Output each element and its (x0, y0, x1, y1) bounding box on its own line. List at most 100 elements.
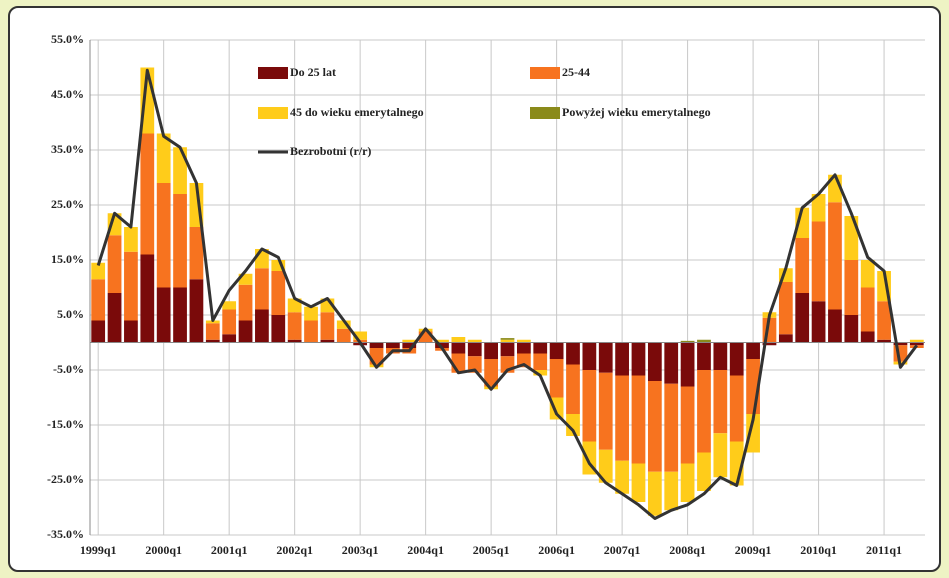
bar (664, 471, 679, 511)
bar (91, 279, 106, 321)
bar (680, 342, 695, 387)
bar (91, 320, 106, 343)
bar (124, 320, 138, 343)
bar (418, 331, 433, 343)
bar (697, 452, 711, 491)
bar (287, 339, 302, 343)
bar (369, 342, 384, 348)
bar (484, 342, 499, 359)
bar (205, 323, 220, 340)
bar (697, 342, 711, 370)
y-tick-label: 35.0% (51, 142, 84, 156)
bar (615, 375, 629, 461)
x-tick-label: 2000q1 (145, 543, 182, 557)
y-tick-label: 45.0% (51, 87, 84, 101)
bar (533, 342, 548, 354)
bar (860, 331, 875, 343)
bar (713, 370, 728, 434)
bar (844, 260, 859, 315)
bar (304, 306, 318, 321)
y-tick-label: 25.0% (51, 197, 84, 211)
bar (500, 339, 515, 343)
bar (566, 342, 580, 365)
bar (631, 463, 646, 502)
bar (598, 342, 613, 373)
bar (435, 339, 449, 343)
bar (320, 312, 335, 340)
bar (451, 337, 466, 343)
bar (189, 279, 204, 343)
bar (140, 254, 155, 343)
bar (271, 315, 286, 343)
bar (729, 375, 744, 442)
bar (615, 460, 629, 494)
bar (844, 216, 859, 260)
bar (664, 342, 679, 384)
legend-label: Do 25 lat (290, 65, 336, 79)
bar (402, 339, 417, 343)
bar (549, 342, 564, 359)
bar (484, 359, 499, 387)
bar (795, 238, 810, 293)
bar (860, 287, 875, 332)
bar (255, 268, 269, 310)
bar (811, 301, 826, 343)
legend-label: Bezrobotni (r/r) (290, 144, 371, 158)
bar (287, 298, 302, 313)
x-tick-label: 2001q1 (211, 543, 248, 557)
y-tick-label: -15.0% (47, 417, 84, 431)
bar (778, 334, 793, 343)
bar (516, 353, 531, 368)
x-tick-label: 2007q1 (604, 543, 641, 557)
x-tick-label: 2009q1 (735, 543, 772, 557)
bar (533, 353, 548, 370)
bar (107, 213, 122, 236)
bar (828, 202, 842, 310)
bar (222, 309, 237, 335)
x-tick-label: 2006q1 (538, 543, 575, 557)
bar (647, 381, 662, 472)
bar (435, 342, 449, 348)
legend-label: 25-44 (562, 65, 590, 79)
bar (467, 342, 482, 357)
bar (828, 309, 842, 343)
legend-swatch (258, 107, 288, 119)
bar (647, 342, 662, 381)
bar (287, 312, 302, 340)
bar (402, 342, 417, 348)
bar (124, 227, 138, 252)
bar (893, 342, 908, 346)
bar (713, 342, 728, 370)
bar (238, 284, 253, 321)
bar (582, 370, 597, 442)
bar (451, 342, 466, 354)
bar (533, 370, 548, 376)
bar (647, 471, 662, 516)
bar (91, 262, 106, 280)
bar (353, 331, 368, 340)
line (96, 68, 919, 520)
bar (173, 147, 187, 194)
bar (811, 221, 826, 302)
bar (156, 287, 171, 343)
bar (680, 463, 695, 502)
bar (762, 342, 777, 346)
bar (697, 370, 711, 453)
bar (631, 375, 646, 464)
bar (467, 339, 482, 343)
bar (909, 339, 924, 343)
bar (386, 342, 400, 348)
bar (549, 359, 564, 398)
bar (729, 342, 744, 376)
bar (336, 328, 351, 343)
bar (713, 433, 728, 478)
bar (189, 227, 204, 280)
bar (107, 293, 122, 343)
bar (271, 271, 286, 315)
bar (909, 342, 924, 346)
bar (631, 342, 646, 376)
bar (304, 320, 318, 343)
legend-label: 45 do wieku emerytalnego (290, 105, 424, 119)
